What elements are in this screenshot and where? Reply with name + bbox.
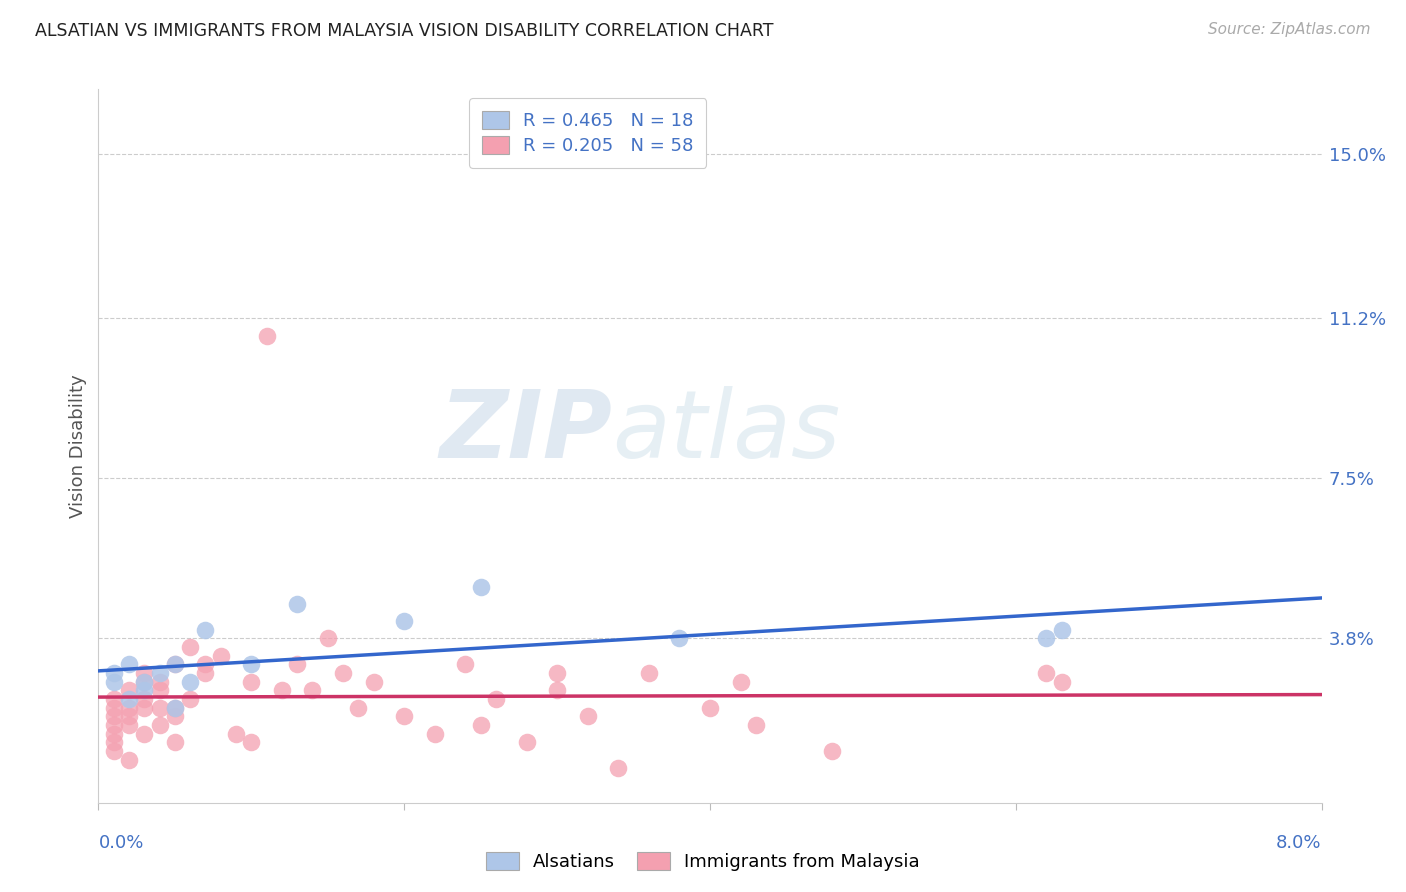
Point bbox=[301, 683, 323, 698]
Point bbox=[194, 623, 217, 637]
Point bbox=[470, 580, 492, 594]
Point bbox=[316, 632, 339, 646]
Point bbox=[134, 692, 156, 706]
Y-axis label: Vision Disability: Vision Disability bbox=[69, 374, 87, 518]
Point bbox=[118, 692, 141, 706]
Point bbox=[745, 718, 768, 732]
Point bbox=[149, 700, 172, 714]
Point bbox=[516, 735, 538, 749]
Point bbox=[270, 683, 294, 698]
Point bbox=[179, 674, 201, 689]
Point bbox=[423, 726, 446, 740]
Point bbox=[392, 614, 416, 628]
Point bbox=[103, 709, 125, 723]
Text: atlas: atlas bbox=[612, 386, 841, 477]
Point bbox=[103, 692, 125, 706]
Point bbox=[103, 700, 125, 714]
Point bbox=[149, 718, 172, 732]
Text: Source: ZipAtlas.com: Source: ZipAtlas.com bbox=[1208, 22, 1371, 37]
Point bbox=[118, 718, 141, 732]
Point bbox=[118, 709, 141, 723]
Point bbox=[118, 753, 141, 767]
Point bbox=[699, 700, 721, 714]
Point bbox=[179, 640, 201, 654]
Point bbox=[134, 726, 156, 740]
Point bbox=[285, 657, 308, 672]
Point bbox=[103, 674, 125, 689]
Point bbox=[240, 674, 263, 689]
Point bbox=[730, 674, 752, 689]
Point bbox=[134, 683, 156, 698]
Text: 0.0%: 0.0% bbox=[98, 834, 143, 852]
Point bbox=[149, 674, 172, 689]
Point bbox=[668, 632, 690, 646]
Point bbox=[149, 666, 172, 681]
Point bbox=[103, 726, 125, 740]
Point bbox=[1050, 674, 1073, 689]
Legend: R = 0.465   N = 18, R = 0.205   N = 58: R = 0.465 N = 18, R = 0.205 N = 58 bbox=[470, 98, 706, 168]
Point bbox=[118, 700, 141, 714]
Point bbox=[134, 674, 156, 689]
Point bbox=[163, 700, 186, 714]
Point bbox=[163, 735, 186, 749]
Point bbox=[332, 666, 354, 681]
Point bbox=[134, 674, 156, 689]
Text: 8.0%: 8.0% bbox=[1277, 834, 1322, 852]
Point bbox=[149, 683, 172, 698]
Point bbox=[485, 692, 508, 706]
Point bbox=[256, 328, 278, 343]
Point bbox=[1050, 623, 1073, 637]
Point bbox=[134, 700, 156, 714]
Point bbox=[163, 657, 186, 672]
Legend: Alsatians, Immigrants from Malaysia: Alsatians, Immigrants from Malaysia bbox=[479, 845, 927, 879]
Point bbox=[363, 674, 385, 689]
Text: ZIP: ZIP bbox=[439, 385, 612, 478]
Point bbox=[179, 692, 201, 706]
Text: ALSATIAN VS IMMIGRANTS FROM MALAYSIA VISION DISABILITY CORRELATION CHART: ALSATIAN VS IMMIGRANTS FROM MALAYSIA VIS… bbox=[35, 22, 773, 40]
Point bbox=[347, 700, 370, 714]
Point bbox=[240, 657, 263, 672]
Point bbox=[103, 735, 125, 749]
Point bbox=[454, 657, 477, 672]
Point bbox=[1035, 666, 1057, 681]
Point bbox=[103, 666, 125, 681]
Point bbox=[134, 666, 156, 681]
Point bbox=[285, 597, 308, 611]
Point bbox=[194, 666, 217, 681]
Point bbox=[821, 744, 844, 758]
Point bbox=[194, 657, 217, 672]
Point bbox=[1035, 632, 1057, 646]
Point bbox=[163, 657, 186, 672]
Point bbox=[103, 718, 125, 732]
Point bbox=[225, 726, 247, 740]
Point bbox=[546, 666, 568, 681]
Point bbox=[163, 700, 186, 714]
Point bbox=[240, 735, 263, 749]
Point bbox=[103, 744, 125, 758]
Point bbox=[118, 683, 141, 698]
Point bbox=[470, 718, 492, 732]
Point bbox=[118, 657, 141, 672]
Point bbox=[546, 683, 568, 698]
Point bbox=[392, 709, 416, 723]
Point bbox=[576, 709, 599, 723]
Point bbox=[637, 666, 661, 681]
Point bbox=[607, 761, 630, 775]
Point bbox=[163, 709, 186, 723]
Point bbox=[209, 648, 232, 663]
